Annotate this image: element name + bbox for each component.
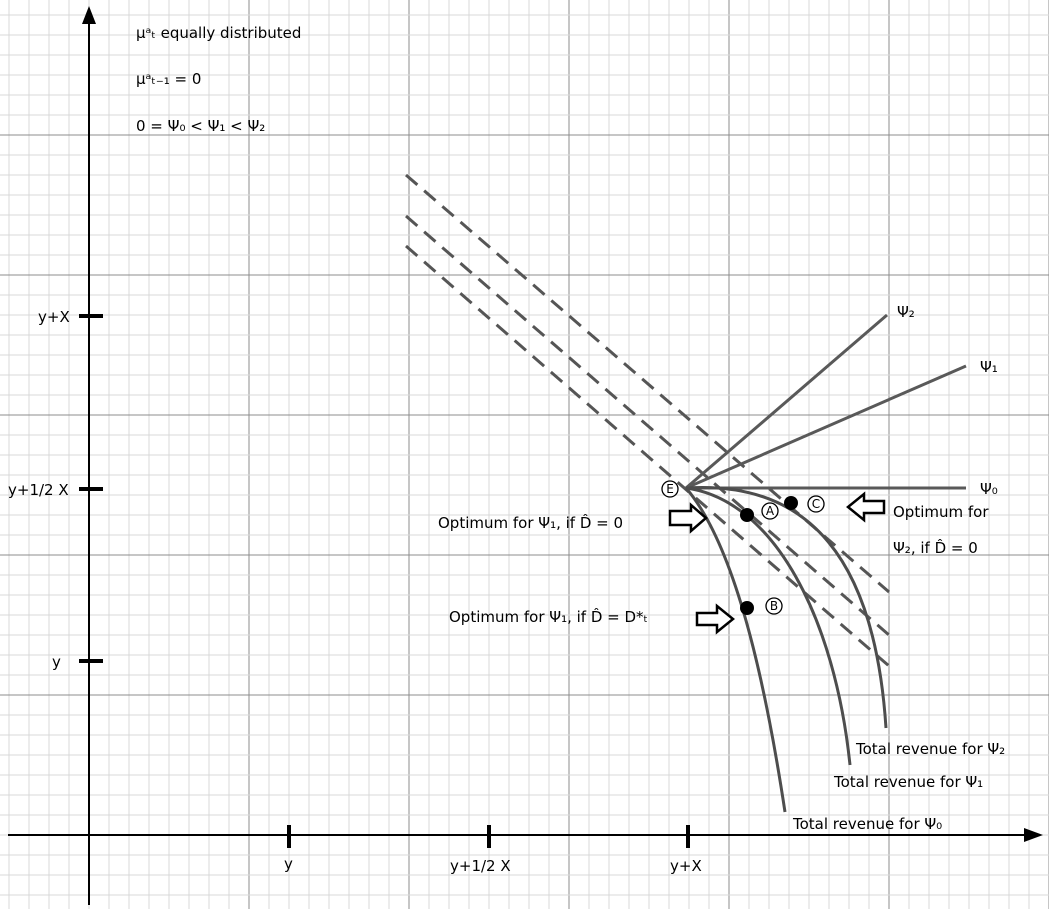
line-psi1	[685, 364, 967, 490]
callout-optimum-b: Optimum for Ψ₁, if D̂ = D*ₜ	[449, 607, 648, 626]
point-c-marker	[807, 495, 825, 513]
note-mu-prev-zero: μᵃₜ₋₁ = 0	[136, 70, 201, 88]
point-a-marker	[761, 502, 779, 520]
label-psi1: Ψ₁	[980, 358, 998, 376]
dashed-line-middle	[405, 214, 890, 637]
point-e-letter: E	[666, 482, 674, 496]
label-total-revenue-psi2: Total revenue for Ψ₂	[855, 740, 1005, 758]
x-tick-label-y: y	[284, 855, 293, 873]
point-a-dot	[740, 508, 754, 522]
point-b-dot	[740, 601, 754, 615]
label-psi2: Ψ₂	[897, 303, 915, 321]
x-tick-label-yhalfx: y+1/2 X	[450, 857, 511, 875]
note-psi-ordering: 0 = Ψ₀ < Ψ₁ < Ψ₂	[136, 117, 265, 135]
total-revenue-curve-psi2	[685, 485, 888, 729]
callout-optimum-a: Optimum for Ψ₁, if D̂ = 0	[438, 513, 623, 532]
y-tick-label-y: y	[52, 653, 61, 671]
label-total-revenue-psi0: Total revenue for Ψ₀	[792, 815, 942, 833]
label-total-revenue-psi1: Total revenue for Ψ₁	[833, 773, 983, 791]
callout-optimum-c-line1: Optimum for	[893, 503, 989, 521]
point-e-marker	[661, 480, 679, 498]
y-tick-label-yhalfx: y+1/2 X	[8, 481, 69, 499]
x-axis-arrowhead	[1024, 828, 1043, 842]
arrow-right-icon	[695, 603, 735, 635]
arrow-right-icon	[668, 502, 708, 534]
line-psi2	[685, 313, 888, 490]
note-equally-distributed: μᵃₜ equally distributed	[136, 24, 301, 42]
total-revenue-curve-psi0	[684, 487, 787, 813]
point-c-letter: C	[812, 497, 820, 511]
x-tick-label-yx: y+X	[670, 857, 702, 875]
point-b-letter: B	[770, 599, 778, 613]
y-tick-label-yx: y+X	[38, 308, 70, 326]
y-axis-arrowhead	[82, 6, 96, 24]
point-a-letter: A	[766, 504, 775, 518]
total-revenue-curve-psi1	[685, 486, 852, 766]
callout-optimum-c-line2: Ψ₂, if D̂ = 0	[893, 538, 978, 557]
label-psi0: Ψ₀	[980, 480, 998, 498]
dashed-line-lower	[405, 244, 890, 668]
point-b-marker	[765, 597, 783, 615]
arrow-left-icon	[846, 491, 886, 523]
point-c-dot	[784, 496, 798, 510]
